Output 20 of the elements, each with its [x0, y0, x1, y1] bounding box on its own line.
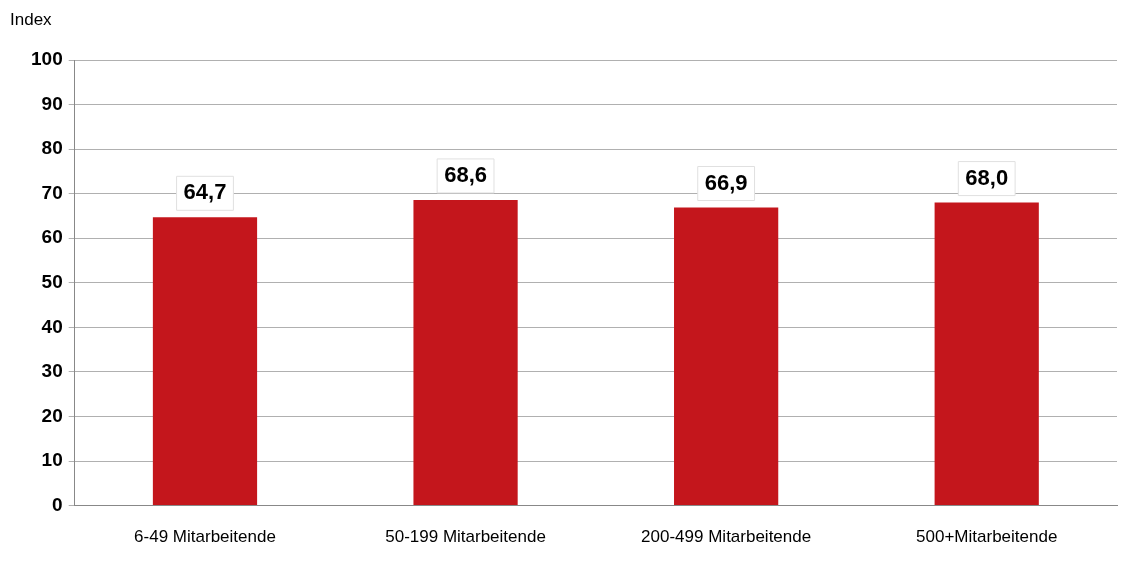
- y-tick-label: 100: [31, 48, 63, 70]
- y-tick-label: 40: [41, 315, 63, 337]
- y-tick-label: 30: [41, 360, 63, 382]
- y-tick-label: 80: [41, 137, 63, 159]
- y-tick-label: 10: [41, 449, 63, 471]
- x-tick-label: 500+Mitarbeitende: [916, 527, 1058, 547]
- x-tick-label: 50-199 Mitarbeitende: [385, 527, 546, 547]
- data-label: 68,6: [444, 161, 487, 187]
- y-tick-label: 20: [41, 404, 63, 426]
- y-axis-title: Index: [10, 10, 52, 30]
- x-tick-label: 200-499 Mitarbeitende: [641, 527, 812, 547]
- x-tick-label: 6-49 Mitarbeitende: [134, 527, 276, 547]
- y-tick-label: 50: [41, 271, 63, 293]
- data-label: 64,7: [183, 179, 227, 205]
- y-tick-label: 0: [52, 493, 63, 515]
- y-tick-label: 60: [41, 226, 63, 248]
- data-label: 66,9: [704, 169, 748, 195]
- y-tick-label: 70: [41, 181, 63, 203]
- y-tick-label: 90: [41, 92, 63, 114]
- data-label: 68,0: [965, 164, 1009, 190]
